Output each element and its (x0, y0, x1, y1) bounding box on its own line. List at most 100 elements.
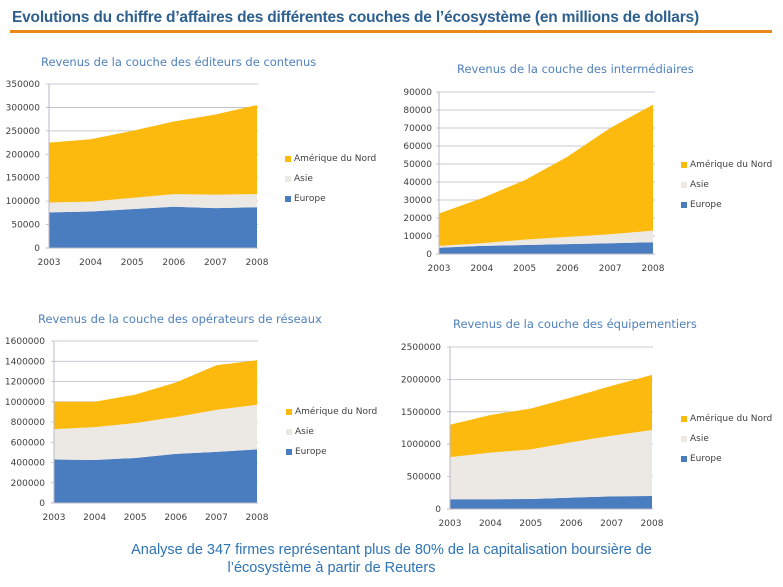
legend-label: Europe (294, 194, 326, 204)
legend-swatch (681, 182, 687, 188)
chart-operateurs: Revenus de la couche des opérateurs de r… (0, 0, 390, 540)
y-tick-label: 1400000 (5, 357, 45, 367)
page-title: Evolutions du chiffre d’affaires des dif… (12, 9, 699, 26)
chart-legend: Amérique du Nord Asie Europe (681, 155, 772, 215)
x-tick-label: 2008 (246, 258, 269, 268)
legend-item: Asie (285, 169, 376, 189)
legend-swatch (681, 416, 687, 422)
y-tick-label: 90000 (403, 88, 432, 98)
area-asie (49, 194, 257, 213)
y-tick-label: 0 (39, 499, 45, 509)
y-tick-label: 50000 (11, 221, 40, 231)
y-tick-label: 200000 (6, 150, 41, 160)
legend-item: Asie (681, 429, 772, 449)
y-tick-label: 300000 (6, 103, 41, 113)
legend-label: Amérique du Nord (295, 407, 378, 417)
x-tick-label: 2008 (642, 264, 665, 274)
legend-swatch (285, 196, 291, 202)
x-tick-label: 2005 (121, 258, 144, 268)
y-tick-label: 80000 (403, 106, 432, 116)
chart-title: Revenus de la couche des éditeurs de con… (41, 55, 317, 69)
area-am-rique-du-nord (54, 360, 257, 430)
x-tick-label: 2007 (204, 258, 227, 268)
legend-item: Europe (681, 195, 772, 215)
y-tick-label: 1600000 (5, 337, 45, 347)
x-tick-label: 2003 (43, 513, 66, 523)
x-tick-label: 2003 (38, 258, 61, 268)
y-tick-label: 200000 (11, 479, 46, 489)
y-tick-label: 2000000 (401, 375, 441, 385)
area-asie (54, 404, 257, 460)
footer-line-2: l’écosystème à partir de Reuters (227, 560, 436, 576)
legend-item: Amérique du Nord (285, 149, 376, 169)
y-tick-label: 600000 (11, 438, 46, 448)
chart-plot: 0 200000 400000 600000 800000 1000000 1200000 1… (5, 337, 269, 523)
legend-item: Europe (286, 442, 377, 462)
legend-swatch (681, 162, 687, 168)
x-tick-label: 2006 (560, 519, 583, 529)
x-tick-label: 2004 (79, 258, 102, 268)
legend-label: Amérique du Nord (294, 154, 377, 164)
legend-item: Asie (681, 175, 772, 195)
y-tick-label: 60000 (403, 142, 432, 152)
legend-label: Europe (690, 454, 722, 464)
area-europe (49, 206, 257, 248)
y-tick-label: 350000 (6, 80, 41, 90)
chart-equipementiers: Revenus de la couche des équipementiers … (401, 317, 773, 529)
y-tick-label: 500000 (407, 473, 442, 483)
x-tick-label: 2005 (513, 264, 536, 274)
legend-swatch (681, 456, 687, 462)
x-tick-label: 2004 (479, 519, 502, 529)
y-tick-label: 70000 (403, 124, 432, 134)
chart-editeurs: Revenus de la couche des éditeurs de con… (0, 0, 390, 290)
chart-title: Revenus de la couche des opérateurs de r… (38, 312, 322, 326)
y-tick-label: 40000 (403, 178, 432, 188)
legend-label: Amérique du Nord (690, 414, 773, 424)
x-tick-label: 2007 (205, 513, 228, 523)
x-tick-label: 2003 (439, 519, 462, 529)
legend-item: Asie (286, 422, 377, 442)
area-europe (54, 449, 257, 503)
y-tick-label: 10000 (403, 232, 432, 242)
area-asie (450, 429, 652, 500)
x-tick-label: 2003 (428, 264, 451, 274)
x-tick-label: 2004 (470, 264, 493, 274)
legend-item: Europe (285, 189, 376, 209)
y-tick-label: 2500000 (401, 343, 441, 353)
area-asie (439, 230, 653, 248)
legend-label: Europe (295, 447, 327, 457)
area-am-rique-du-nord (49, 105, 257, 203)
x-tick-label: 2005 (519, 519, 542, 529)
area-am-rique-du-nord (439, 104, 653, 246)
footer-note: Analyse de 347 firmes représentant plus … (0, 541, 783, 577)
y-tick-label: 150000 (6, 174, 41, 184)
legend-swatch (286, 449, 292, 455)
legend-swatch (285, 176, 291, 182)
chart-title: Revenus de la couche des intermédiaires (457, 62, 694, 76)
y-tick-label: 0 (426, 250, 432, 260)
legend-label: Asie (690, 434, 709, 444)
chart-plot: 0 500000 1000000 1500000 2000000 2500000 2003 2… (401, 343, 664, 529)
y-tick-label: 250000 (6, 127, 41, 137)
chart-title: Revenus de la couche des équipementiers (453, 317, 697, 331)
title-underline (10, 30, 772, 33)
x-tick-label: 2007 (599, 264, 622, 274)
chart-plot: 0 50000 100000 150000 200000 250000 300000 3500… (6, 80, 269, 268)
legend-swatch (681, 202, 687, 208)
x-tick-label: 2006 (162, 258, 185, 268)
chart-legend: Amérique du Nord Asie Europe (285, 149, 376, 209)
legend-swatch (286, 409, 292, 415)
legend-swatch (681, 436, 687, 442)
legend-item: Amérique du Nord (681, 155, 772, 175)
legend-swatch (285, 156, 291, 162)
x-tick-label: 2005 (124, 513, 147, 523)
y-tick-label: 800000 (11, 418, 46, 428)
y-tick-label: 20000 (403, 214, 432, 224)
y-tick-label: 1000000 (401, 440, 441, 450)
chart-plot: 0 10000 20000 30000 40000 50000 60000 70000 8000… (403, 88, 665, 274)
area-europe (439, 242, 653, 254)
legend-label: Amérique du Nord (690, 160, 773, 170)
y-tick-label: 100000 (6, 197, 41, 207)
x-tick-label: 2007 (600, 519, 623, 529)
x-tick-label: 2006 (164, 513, 187, 523)
